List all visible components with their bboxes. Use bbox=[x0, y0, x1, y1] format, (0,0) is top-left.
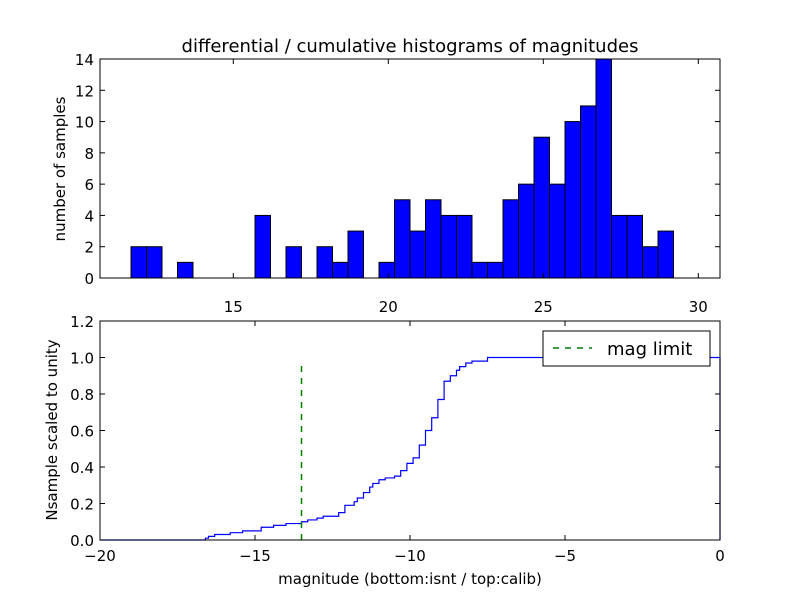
histogram-bar bbox=[456, 214, 473, 279]
histogram-bar bbox=[595, 58, 612, 279]
y-tick-label: 1.2 bbox=[70, 313, 94, 331]
x-tick-label: −5 bbox=[554, 547, 576, 565]
y-tick-label: 0 bbox=[84, 270, 94, 288]
histogram-bar bbox=[254, 214, 271, 279]
histogram-bar bbox=[471, 261, 488, 279]
y-tick-label: 8 bbox=[84, 145, 94, 163]
cumulative-ticks: 0.0 0.2 0.4 0.6 0.8 1.0 1.2 −20 −15 −10 −5 0 bbox=[70, 313, 725, 565]
histogram-panel: differential / cumulative histograms of … bbox=[51, 36, 721, 316]
y-tick-label: 0.8 bbox=[70, 386, 94, 404]
histogram-frame bbox=[99, 58, 721, 279]
histogram-bar bbox=[564, 121, 581, 279]
histogram-bar bbox=[580, 105, 597, 279]
histogram-bar bbox=[285, 246, 302, 279]
histogram-bar bbox=[378, 261, 395, 279]
cumulative-step-line bbox=[100, 356, 721, 541]
histogram-ticks: 0 2 4 6 8 10 12 14 15 20 25 30 bbox=[75, 51, 720, 316]
histogram-y-axis-label: number of samples bbox=[51, 96, 69, 241]
histogram-bar bbox=[549, 183, 566, 279]
x-tick-label: 25 bbox=[534, 298, 553, 316]
histogram-bar bbox=[347, 230, 364, 279]
x-tick-label: 0 bbox=[715, 547, 725, 565]
x-tick-label: 15 bbox=[224, 298, 243, 316]
histogram-bar bbox=[332, 261, 349, 279]
y-tick-label: 2 bbox=[84, 239, 94, 257]
histogram-bar bbox=[177, 261, 194, 279]
histogram-bar bbox=[533, 136, 550, 279]
y-tick-label: 0.0 bbox=[70, 532, 94, 550]
x-tick-label: 20 bbox=[379, 298, 398, 316]
histogram-bar bbox=[394, 199, 411, 279]
y-tick-label: 0.6 bbox=[70, 423, 94, 441]
histogram-bar bbox=[518, 183, 535, 279]
histogram-bar bbox=[611, 214, 628, 279]
cumulative-lines bbox=[100, 356, 721, 541]
cumulative-panel: Nsample scaled to unity magnitude (botto… bbox=[43, 313, 725, 588]
y-tick-label: 12 bbox=[75, 82, 94, 100]
x-tick-label: −10 bbox=[394, 547, 426, 565]
legend-mag-limit-label: mag limit bbox=[607, 339, 692, 360]
legend: mag limit bbox=[542, 330, 711, 367]
histogram-bar bbox=[657, 230, 674, 279]
y-tick-label: 0.2 bbox=[70, 496, 94, 514]
histogram-bar bbox=[642, 246, 659, 279]
x-tick-label: −20 bbox=[84, 547, 116, 565]
y-tick-label: 1.0 bbox=[70, 350, 94, 368]
cumulative-y-axis-label: Nsample scaled to unity bbox=[43, 339, 61, 520]
histogram-bar bbox=[409, 230, 426, 279]
histogram-bar bbox=[130, 246, 147, 279]
cumulative-x-axis-label: magnitude (bottom:isnt / top:calib) bbox=[278, 570, 542, 588]
histogram-bar bbox=[440, 214, 457, 279]
histogram-bar bbox=[502, 199, 519, 279]
y-tick-label: 10 bbox=[75, 114, 94, 132]
x-tick-label: −15 bbox=[239, 547, 271, 565]
histogram-bar bbox=[487, 261, 504, 279]
histogram-bar bbox=[626, 214, 643, 279]
histogram-bar bbox=[425, 199, 442, 279]
histogram-bar bbox=[146, 246, 163, 279]
y-tick-label: 14 bbox=[75, 51, 94, 69]
y-tick-label: 0.4 bbox=[70, 459, 94, 477]
cumulative-frame bbox=[99, 320, 721, 541]
x-tick-label: 30 bbox=[689, 298, 708, 316]
histogram-bars bbox=[130, 58, 674, 279]
y-tick-label: 4 bbox=[84, 207, 94, 225]
histogram-title: differential / cumulative histograms of … bbox=[182, 36, 639, 57]
y-tick-label: 6 bbox=[84, 176, 94, 194]
histogram-bar bbox=[316, 246, 333, 279]
